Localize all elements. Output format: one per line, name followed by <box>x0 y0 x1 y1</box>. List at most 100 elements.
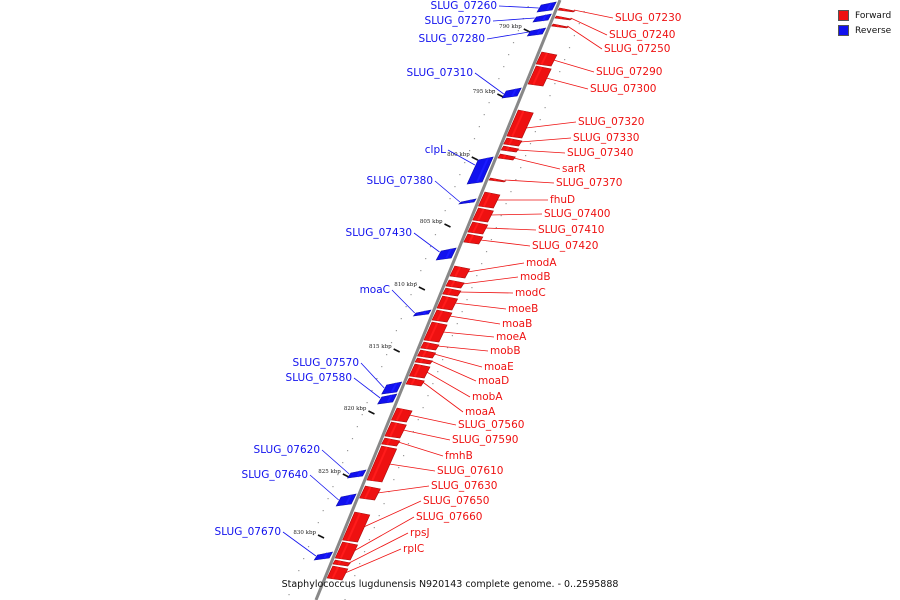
gene-label-SLUG_07310[interactable]: SLUG_07310 <box>407 67 473 79</box>
gene-label-clpL[interactable]: clpL <box>425 144 446 156</box>
gene-block-SLUG_07240[interactable] <box>554 15 573 21</box>
gene-block-SLUG_07400[interactable] <box>472 207 494 223</box>
gene-label-SLUG_07570[interactable]: SLUG_07570 <box>293 357 359 369</box>
gene-label-sarR[interactable]: sarR <box>562 163 586 175</box>
gene-block-modC[interactable] <box>442 287 462 297</box>
gene-label-SLUG_07590[interactable]: SLUG_07590 <box>452 434 518 446</box>
gene-block-fmhB[interactable] <box>381 437 401 447</box>
gene-label-SLUG_07250[interactable]: SLUG_07250 <box>604 43 670 55</box>
gene-label-SLUG_07640[interactable]: SLUG_07640 <box>242 469 308 481</box>
gene-block-SLUG_07570[interactable] <box>381 381 403 395</box>
gene-block-SLUG_07370[interactable] <box>488 177 507 183</box>
position-dot <box>383 503 385 505</box>
gene-block-moeB[interactable] <box>436 295 459 311</box>
gene-block-SLUG_07260[interactable] <box>536 1 557 13</box>
gene-block-SLUG_07630[interactable] <box>359 485 381 501</box>
gene-block-moaB[interactable] <box>431 309 453 323</box>
gene-block-SLUG_07310[interactable] <box>501 87 522 99</box>
gene-label-modB[interactable]: modB <box>520 271 551 283</box>
gene-label-SLUG_07240[interactable]: SLUG_07240 <box>609 29 675 41</box>
gene-block-modA[interactable] <box>449 265 471 279</box>
gene-block-SLUG_07580[interactable] <box>377 393 398 405</box>
gene-label-SLUG_07370[interactable]: SLUG_07370 <box>556 177 622 189</box>
gene-block-SLUG_07640[interactable] <box>335 493 357 507</box>
gene-block-mobB[interactable] <box>420 341 440 351</box>
gene-block-SLUG_07610[interactable] <box>366 445 398 483</box>
gene-block-SLUG_07430[interactable] <box>435 247 457 261</box>
gene-label-rpsJ[interactable]: rpsJ <box>410 527 430 539</box>
gene-block-SLUG_07280[interactable] <box>526 27 547 37</box>
gene-label-mobB[interactable]: mobB <box>490 345 521 357</box>
gene-block-SLUG_07320[interactable] <box>506 109 534 139</box>
gene-label-rplC[interactable]: rplC <box>403 543 424 555</box>
gene-label-fmhB[interactable]: fmhB <box>445 450 473 462</box>
gene-block-clpL[interactable] <box>466 156 494 185</box>
gene-block-SLUG_07620[interactable] <box>347 469 367 479</box>
leader-line-modA <box>467 262 525 273</box>
gene-label-moaA[interactable]: moaA <box>465 406 496 418</box>
gene-label-moaD[interactable]: moaD <box>478 375 509 387</box>
gene-block-highlight <box>339 542 349 560</box>
position-dot <box>405 306 407 308</box>
gene-label-SLUG_07290[interactable]: SLUG_07290 <box>596 66 662 78</box>
gene-label-SLUG_07560[interactable]: SLUG_07560 <box>458 419 524 431</box>
gene-block-SLUG_07670[interactable] <box>313 551 334 561</box>
gene-block-SLUG_07340[interactable] <box>500 145 520 153</box>
gene-block-SLUG_07380[interactable] <box>458 198 477 205</box>
gene-label-SLUG_07270[interactable]: SLUG_07270 <box>425 15 491 27</box>
gene-label-SLUG_07620[interactable]: SLUG_07620 <box>254 444 320 456</box>
position-dot <box>544 107 546 109</box>
gene-block-SLUG_07290[interactable] <box>535 51 558 67</box>
gene-label-SLUG_07380[interactable]: SLUG_07380 <box>367 175 433 187</box>
gene-label-SLUG_07400[interactable]: SLUG_07400 <box>544 208 610 220</box>
gene-block-SLUG_07330[interactable] <box>503 137 523 147</box>
gene-label-fhuD[interactable]: fhuD <box>550 194 575 206</box>
gene-block-SLUG_07410[interactable] <box>467 221 489 235</box>
gene-block-SLUG_07650[interactable] <box>342 511 371 543</box>
gene-block-SLUG_07590[interactable] <box>384 421 407 439</box>
gene-block-highlight <box>450 280 456 288</box>
gene-block-rpsJ[interactable] <box>332 559 351 567</box>
gene-block-SLUG_07560[interactable] <box>390 407 413 423</box>
gene-block-modB[interactable] <box>445 279 465 289</box>
gene-label-SLUG_07410[interactable]: SLUG_07410 <box>538 224 604 236</box>
gene-block-moaA[interactable] <box>405 377 425 387</box>
gene-label-SLUG_07420[interactable]: SLUG_07420 <box>532 240 598 252</box>
gene-block-SLUG_07300[interactable] <box>527 65 552 87</box>
gene-block-moeA[interactable] <box>423 321 448 343</box>
gene-label-SLUG_07610[interactable]: SLUG_07610 <box>437 465 503 477</box>
gene-block-SLUG_07270[interactable] <box>532 13 552 23</box>
gene-block-rplC[interactable] <box>326 565 349 581</box>
gene-block-moaC[interactable] <box>412 309 432 317</box>
gene-block-mobA[interactable] <box>408 363 431 379</box>
gene-label-SLUG_07650[interactable]: SLUG_07650 <box>423 495 489 507</box>
gene-label-SLUG_07630[interactable]: SLUG_07630 <box>431 480 497 492</box>
gene-label-SLUG_07320[interactable]: SLUG_07320 <box>578 116 644 128</box>
gene-label-moeA[interactable]: moeA <box>496 331 527 343</box>
gene-block-fhuD[interactable] <box>477 191 501 209</box>
gene-block-moaD[interactable] <box>414 357 433 365</box>
gene-label-SLUG_07260[interactable]: SLUG_07260 <box>431 0 497 12</box>
gene-label-SLUG_07580[interactable]: SLUG_07580 <box>286 372 352 384</box>
gene-label-SLUG_07430[interactable]: SLUG_07430 <box>346 227 412 239</box>
gene-label-SLUG_07670[interactable]: SLUG_07670 <box>215 526 281 538</box>
gene-label-modC[interactable]: modC <box>515 287 546 299</box>
gene-label-moeB[interactable]: moeB <box>508 303 538 315</box>
gene-block-SLUG_07250[interactable] <box>551 23 570 29</box>
gene-block-moaE[interactable] <box>416 349 437 359</box>
gene-label-SLUG_07660[interactable]: SLUG_07660 <box>416 511 482 523</box>
gene-block-SLUG_07660[interactable] <box>334 541 359 561</box>
gene-label-SLUG_07280[interactable]: SLUG_07280 <box>419 33 485 45</box>
gene-label-moaB[interactable]: moaB <box>502 318 532 330</box>
gene-label-mobA[interactable]: mobA <box>472 391 503 403</box>
gene-label-SLUG_07330[interactable]: SLUG_07330 <box>573 132 639 144</box>
gene-label-moaC[interactable]: moaC <box>360 284 390 296</box>
gene-label-SLUG_07230[interactable]: SLUG_07230 <box>615 12 681 24</box>
gene-label-SLUG_07300[interactable]: SLUG_07300 <box>590 83 656 95</box>
gene-label-moaE[interactable]: moaE <box>484 361 514 373</box>
position-dot <box>568 47 571 49</box>
gene-block-SLUG_07230[interactable] <box>557 7 576 13</box>
gene-label-SLUG_07340[interactable]: SLUG_07340 <box>567 147 633 159</box>
gene-label-modA[interactable]: modA <box>526 257 557 269</box>
gene-block-sarR[interactable] <box>497 153 516 161</box>
